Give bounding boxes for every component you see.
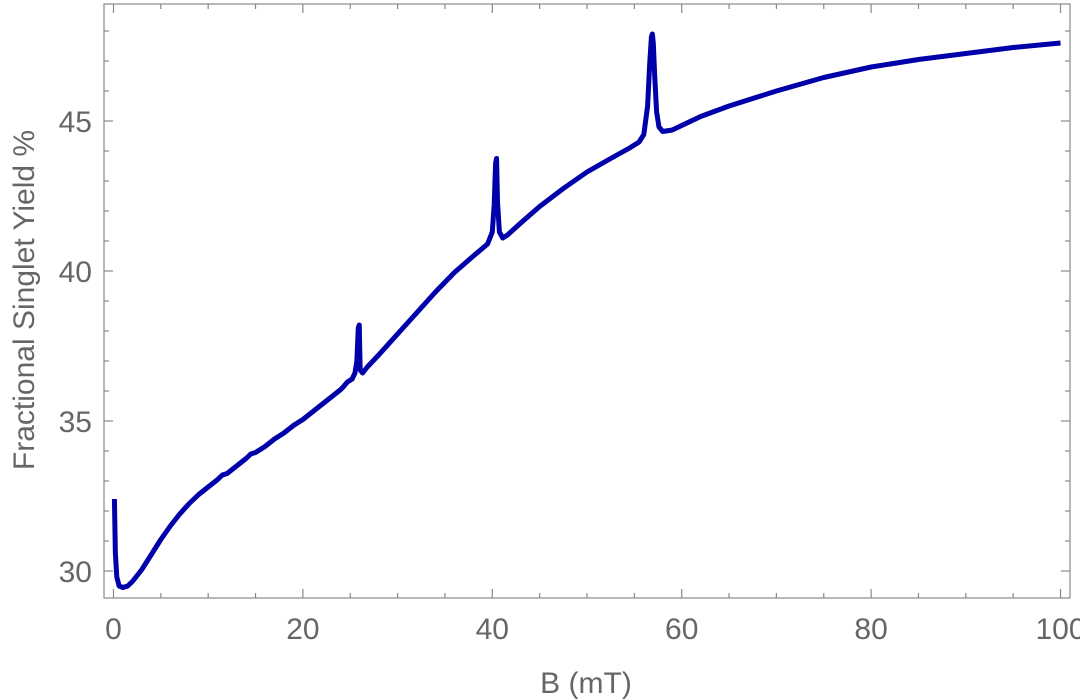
- y-tick-label: 45: [59, 106, 92, 139]
- series-line: [111, 31, 1061, 590]
- y-axis-title: Fractional Singlet Yield %: [8, 130, 41, 470]
- y-tick-label: 35: [59, 406, 92, 439]
- x-tick-label: 100: [1035, 613, 1080, 646]
- x-axis-title: B (mT): [540, 667, 632, 700]
- y-tick-label: 40: [59, 256, 92, 289]
- y-tick-label: 30: [59, 556, 92, 589]
- x-tick-label: 0: [105, 613, 122, 646]
- x-tick-label: 40: [476, 613, 509, 646]
- x-tick-label: 60: [665, 613, 698, 646]
- plot-frame: [103, 3, 1071, 599]
- x-tick-label: 80: [854, 613, 887, 646]
- x-tick-label: 20: [286, 613, 319, 646]
